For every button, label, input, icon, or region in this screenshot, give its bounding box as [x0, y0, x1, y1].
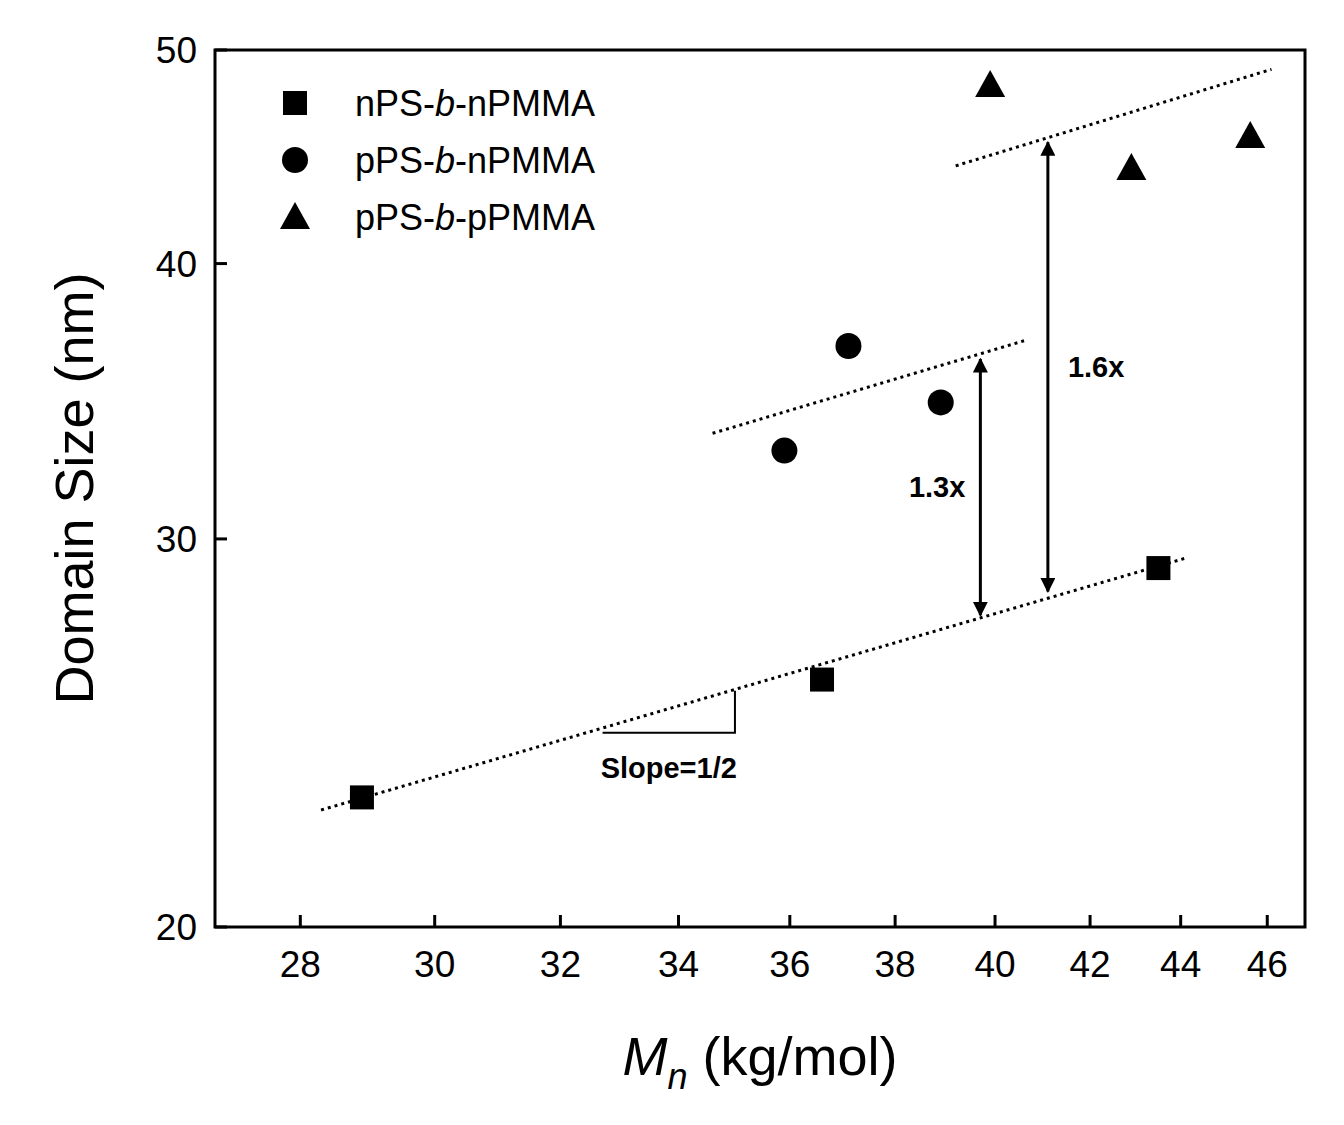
legend-text-part: -nPMMA: [455, 140, 595, 181]
x-tick-label: 34: [658, 944, 699, 985]
annotation-arrow: [979, 359, 982, 615]
x-tick: [433, 915, 436, 927]
y-tick-label: 20: [156, 907, 197, 948]
legend-text-part: b: [435, 83, 455, 124]
x-tick-label: 46: [1247, 944, 1288, 985]
y-tick: [215, 926, 227, 929]
data-point: [1235, 121, 1265, 148]
x-tick: [994, 915, 997, 927]
data-point: [1116, 153, 1146, 180]
x-tick-label: 42: [1069, 944, 1110, 985]
x-tick-label: 40: [974, 944, 1015, 985]
data-point: [928, 389, 954, 415]
y-tick-label: 30: [156, 519, 197, 560]
data-point: [975, 70, 1005, 97]
legend-marker: [283, 91, 307, 115]
x-tick: [894, 915, 897, 927]
data-point: [810, 668, 834, 692]
annotation-arrow: [1046, 142, 1049, 591]
y-tick: [215, 49, 227, 52]
x-tick: [299, 915, 302, 927]
x-tick-label: 28: [280, 944, 321, 985]
x-label-subscript: n: [667, 1056, 687, 1097]
fit-line: [956, 69, 1272, 166]
x-tick: [1089, 915, 1092, 927]
plot-frame: [215, 50, 1305, 927]
x-tick-label: 44: [1160, 944, 1201, 985]
x-tick: [1179, 915, 1182, 927]
y-axis-label: Domain Size (nm): [44, 272, 104, 704]
legend-marker: [280, 202, 310, 229]
legend-text-part: pPS-: [355, 140, 435, 181]
x-label-symbol: M: [622, 1026, 667, 1086]
annotation-label: 1.6x: [1068, 351, 1124, 383]
fit-line: [321, 558, 1185, 810]
x-label-unit: (kg/mol): [688, 1026, 898, 1086]
y-tick-label: 40: [156, 244, 197, 285]
legend-text-part: pPS-: [355, 197, 435, 238]
legend-text-part: b: [435, 197, 455, 238]
x-tick: [559, 915, 562, 927]
x-tick-label: 32: [540, 944, 581, 985]
legend-label: pPS-b-pPMMA: [355, 197, 595, 238]
legend-marker: [282, 147, 308, 173]
x-axis-label: Mn (kg/mol): [622, 1026, 897, 1097]
data-point: [835, 333, 861, 359]
y-tick: [215, 262, 227, 265]
data-point: [350, 785, 374, 809]
x-tick: [1266, 915, 1269, 927]
chart: 28 30 32 34 36 38 40 42 44 46 20 30 40 50 Domain Size …: [0, 0, 1344, 1125]
plot-marks: [321, 69, 1271, 810]
fit-line: [713, 341, 1024, 434]
y-tick-label: 50: [156, 30, 197, 71]
legend-label: pPS-b-nPMMA: [355, 140, 595, 181]
data-point: [771, 438, 797, 464]
legend-text-part: -pPMMA: [455, 197, 595, 238]
legend-label: nPS-b-nPMMA: [355, 83, 595, 124]
slope-triangle: [603, 691, 735, 733]
x-tick-label: 36: [769, 944, 810, 985]
x-tick-label: 30: [414, 944, 455, 985]
data-point: [1146, 556, 1170, 580]
annotation-label: Slope=1/2: [601, 752, 737, 784]
x-tick: [788, 915, 791, 927]
x-tick-label: 38: [875, 944, 916, 985]
x-tick: [677, 915, 680, 927]
legend-text-part: nPS-: [355, 83, 435, 124]
legend-text-part: b: [435, 140, 455, 181]
y-tick: [215, 537, 227, 540]
annotation-label: 1.3x: [909, 471, 965, 503]
legend-text-part: -nPMMA: [455, 83, 595, 124]
